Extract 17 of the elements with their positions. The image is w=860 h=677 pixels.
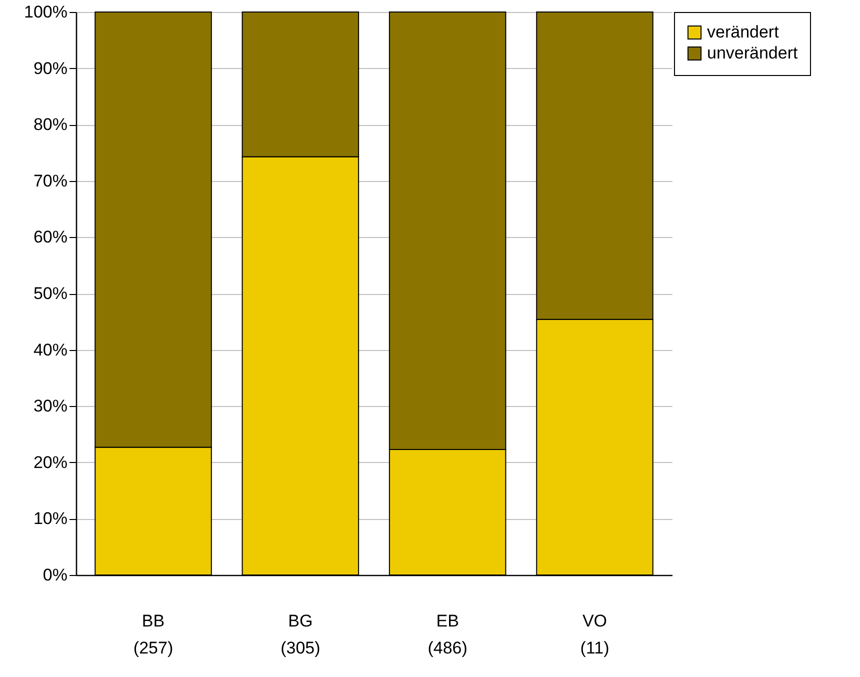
legend-label: unverändert xyxy=(707,44,798,62)
y-tick-label: 30% xyxy=(33,396,68,416)
x-tick-label: EB (486) xyxy=(428,612,468,658)
y-tick-label: 50% xyxy=(33,284,68,303)
x-tick-label: VO (11) xyxy=(580,612,610,658)
y-tick-label: 0% xyxy=(42,566,68,584)
legend-label: verändert xyxy=(707,22,780,42)
y-tick-label: 10% xyxy=(33,509,68,528)
x-tick-label: BG (305) xyxy=(280,612,320,658)
y-tick-label: 80% xyxy=(33,115,68,134)
y-tick-label: 100% xyxy=(24,2,68,22)
y-tick-label: 70% xyxy=(33,171,68,190)
y-tick-label: 90% xyxy=(33,58,68,78)
y-tick-label: 40% xyxy=(33,340,68,360)
x-tick-label: BB (257) xyxy=(133,612,174,658)
y-tick-label: 60% xyxy=(33,228,68,247)
y-tick-label: 20% xyxy=(33,452,68,472)
